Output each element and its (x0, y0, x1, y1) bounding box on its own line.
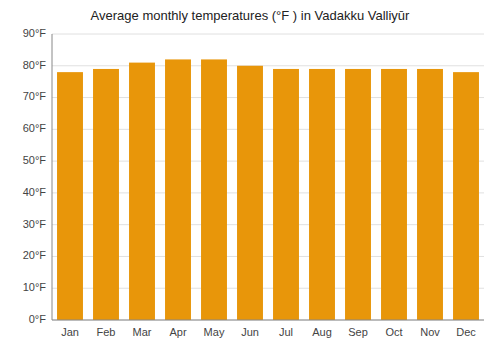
grid (52, 34, 484, 320)
bar (417, 69, 443, 320)
y-tick-label: 90°F (23, 27, 47, 39)
x-tick-label: Apr (169, 326, 186, 338)
x-tick-label: Aug (312, 326, 332, 338)
bar (93, 69, 119, 320)
y-tick-label: 60°F (23, 122, 47, 134)
y-tick-label: 0°F (29, 313, 47, 325)
x-tick-label: Sep (348, 326, 368, 338)
grid-line (52, 34, 484, 35)
y-tick-label: 50°F (23, 154, 47, 166)
x-tick-label: Jun (241, 326, 259, 338)
y-tick-label: 80°F (23, 59, 47, 71)
y-axis-line (52, 34, 53, 320)
y-tick-label: 70°F (23, 90, 47, 102)
bar (345, 69, 371, 320)
bar (57, 72, 83, 320)
y-tick-label: 10°F (23, 281, 47, 293)
y-tick-label: 40°F (23, 186, 47, 198)
bars (57, 59, 479, 320)
y-axis: 0°F 10°F 20°F 30°F 40°F 50°F 60°F 70°F 80°F 90°F (23, 27, 47, 325)
x-tick-label: Feb (97, 326, 116, 338)
y-tick-label: 30°F (23, 218, 47, 230)
x-tick-label: Jan (61, 326, 79, 338)
bar (129, 63, 155, 320)
x-tick-label: Mar (133, 326, 152, 338)
bar (165, 59, 191, 320)
x-tick-label: Dec (456, 326, 476, 338)
x-tick-label: May (204, 326, 225, 338)
y-tick-label: 20°F (23, 249, 47, 261)
bar (309, 69, 335, 320)
bar (273, 69, 299, 320)
bar (201, 59, 227, 320)
bar (381, 69, 407, 320)
x-axis-line (52, 320, 484, 321)
grid-line (52, 65, 484, 66)
x-tick-label: Jul (279, 326, 293, 338)
grid-line (52, 320, 484, 321)
chart-svg: 0°F 10°F 20°F 30°F 40°F 50°F 60°F 70°F 80°F 90°F J… (0, 0, 500, 350)
bar (237, 66, 263, 320)
x-tick-label: Oct (385, 326, 402, 338)
chart-container: 0°F 10°F 20°F 30°F 40°F 50°F 60°F 70°F 80°F 90°F J… (0, 0, 500, 350)
x-tick-label: Nov (420, 326, 440, 338)
bar (453, 72, 479, 320)
title: Average monthly temperatures (°F ) in Va… (91, 8, 410, 23)
x-axis: Jan Feb Mar Apr May Jun Jul Aug Sep Oct Nov Dec (61, 326, 476, 338)
